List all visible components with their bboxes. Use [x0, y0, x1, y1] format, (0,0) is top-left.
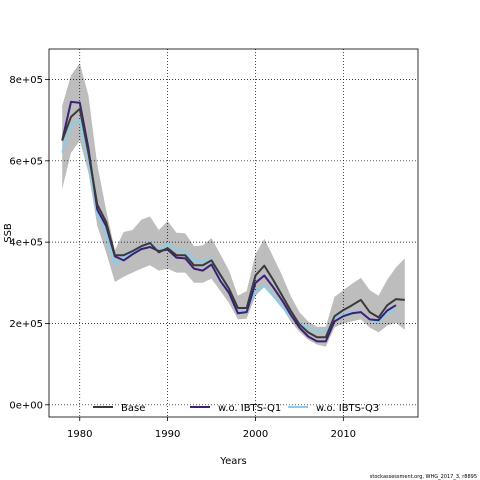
series-line-2: [61, 100, 397, 343]
y-axis: 0e+00 2e+05 4e+05 6e+05 8e+05: [9, 75, 49, 411]
y-tick-label: 2e+05: [9, 319, 43, 330]
y-tick-label: 8e+05: [9, 75, 43, 86]
grid-layer: [49, 49, 418, 417]
plot-frame: [48, 48, 419, 418]
x-axis-label: Years: [219, 456, 246, 467]
y-tick-label: 4e+05: [9, 238, 43, 249]
x-tick-label: 1980: [67, 429, 92, 440]
legend-label-1: Base: [121, 403, 145, 414]
legend-label-2: w.o. IBTS-Q1: [218, 403, 281, 414]
legend-label-3: w.o. IBTS-Q3: [316, 403, 379, 414]
confidence-band: [62, 63, 405, 347]
y-axis-label: SSB: [3, 223, 14, 243]
y-tick-label: 6e+05: [9, 156, 43, 167]
x-axis: 1980 1990 2000 2010: [67, 417, 356, 440]
credit-text: stockassessment.org, WHG_2017_3, r8895: [370, 474, 477, 480]
series-line-1: [61, 107, 405, 339]
confidence-band-layer: [62, 63, 405, 347]
series-layer: [61, 100, 405, 343]
x-tick-label: 2010: [331, 429, 356, 440]
y-tick-label: 0e+00: [9, 400, 43, 411]
x-tick-label: 1990: [155, 429, 180, 440]
x-tick-label: 2000: [243, 429, 268, 440]
legend: Base w.o. IBTS-Q1 w.o. IBTS-Q3: [93, 403, 379, 414]
